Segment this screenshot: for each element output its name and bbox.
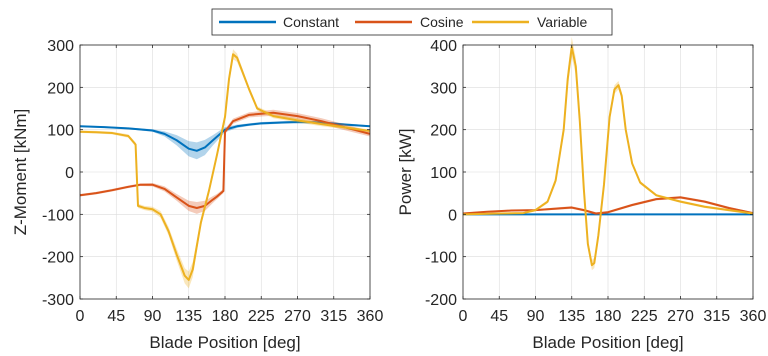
x-tick-label: 135: [175, 308, 202, 325]
x-tick-label: 360: [357, 308, 384, 325]
x-tick-label: 315: [703, 308, 730, 325]
x-tick-label: 180: [595, 308, 622, 325]
legend-label-variable: Variable: [537, 14, 588, 30]
x-tick-label: 180: [212, 308, 239, 325]
x-tick-label: 90: [527, 308, 545, 325]
legend: Constant Cosine Variable: [211, 8, 613, 36]
series-line-cosine: [462, 196, 754, 215]
y-tick-label: 300: [430, 80, 457, 97]
y-tick-label: -300: [42, 292, 74, 309]
left-chart-z-moment: 0 45 90 135 180 225 270 315 360 -300 -200 -100 0 100 2…: [11, 38, 383, 352]
x-tick-label: 225: [631, 308, 658, 325]
x-tick-label: 0: [459, 308, 468, 325]
x-tick-label: 0: [76, 308, 85, 325]
y-tick-label: 0: [448, 207, 457, 224]
y-tick-label: -200: [42, 250, 74, 267]
series-line-cosine: [79, 111, 371, 209]
y-tick-label: 0: [65, 165, 74, 182]
y-tick-label: 100: [430, 165, 457, 182]
y-tick-label: 100: [47, 123, 74, 140]
series-line-variable: [79, 53, 371, 281]
right-chart-power: 0 45 90 135 180 225 270 315 360 -200 -100 0 100 200 30…: [396, 36, 767, 352]
x-tick-label: 45: [490, 308, 508, 325]
y-tick-label: -200: [425, 292, 457, 309]
x-tick-label: 135: [558, 308, 585, 325]
y-axis-label: Power [kW]: [396, 129, 415, 216]
y-tick-label: -100: [425, 250, 457, 267]
series-line-variable: [462, 46, 754, 267]
x-tick-label: 45: [107, 308, 125, 325]
x-tick-label: 270: [284, 308, 311, 325]
x-axis-label: Blade Position [deg]: [149, 333, 300, 352]
y-tick-label: 200: [47, 80, 74, 97]
y-tick-label: 300: [47, 38, 74, 55]
x-tick-label: 225: [248, 308, 275, 325]
y-tick-label: 400: [430, 38, 457, 55]
x-tick-label: 360: [740, 308, 767, 325]
legend-label-cosine: Cosine: [420, 14, 464, 30]
series-line-constant: [79, 121, 371, 152]
x-tick-label: 90: [144, 308, 162, 325]
x-axis-label: Blade Position [deg]: [532, 333, 683, 352]
y-axis-label: Z-Moment [kNm]: [11, 109, 30, 236]
legend-label-constant: Constant: [283, 14, 339, 30]
y-tick-label: 200: [430, 123, 457, 140]
x-tick-label: 315: [320, 308, 347, 325]
y-tick-label: -100: [42, 207, 74, 224]
x-tick-label: 270: [667, 308, 694, 325]
